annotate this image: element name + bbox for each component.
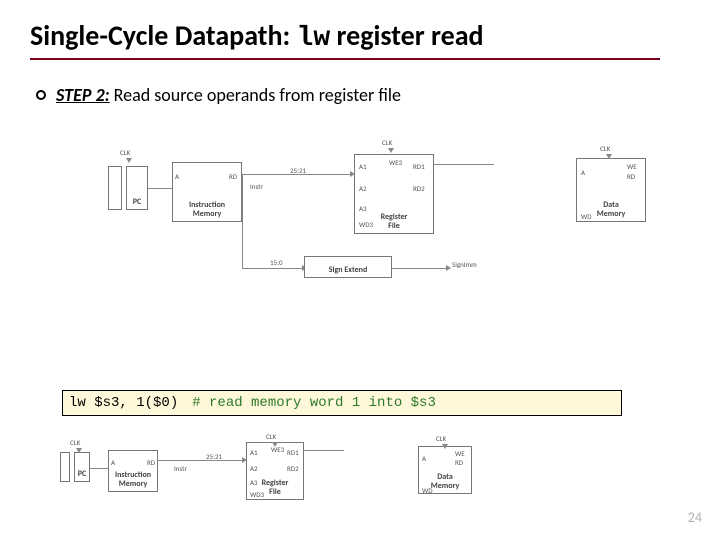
- port-label: A: [581, 169, 585, 177]
- clk-arrow-icon: [442, 444, 448, 449]
- bus-label: 25:21: [206, 452, 222, 461]
- arrow-icon: [446, 265, 451, 271]
- clk-arrow-icon: [76, 448, 82, 453]
- port-label: A1: [250, 449, 258, 457]
- wire: [242, 174, 243, 268]
- block-signext: Sign Extend: [304, 256, 392, 278]
- block-pc-ff: [60, 452, 70, 482]
- block-dmem: Data MemoryAWERDWD: [418, 446, 472, 494]
- step-label: STEP 2:: [56, 84, 110, 106]
- port-label: A3: [250, 479, 258, 487]
- port-label: WD3: [250, 491, 264, 499]
- port-label: A3: [359, 205, 367, 213]
- port-label: WD: [581, 213, 592, 221]
- instruction-codebox: lw $s3, 1($0) # read memory word 1 into …: [62, 390, 622, 416]
- wire: [148, 188, 172, 189]
- bus-label: SignImm: [452, 260, 477, 269]
- bus-label: 15:0: [270, 258, 283, 267]
- bus-label: Instr: [174, 464, 187, 473]
- port-label: WE: [455, 450, 465, 458]
- page-number: 24: [688, 509, 702, 526]
- port-label: RD2: [287, 465, 299, 473]
- port-label: A2: [359, 185, 367, 193]
- wire: [242, 268, 304, 269]
- datapath-diagram-upper: PCInstruction MemoryARDRegister FileA1WE…: [60, 130, 660, 280]
- wire: [158, 460, 244, 461]
- port-label: WE3: [389, 159, 402, 167]
- wire: [304, 450, 344, 451]
- block-pc-ff: [108, 166, 122, 210]
- title-code: lw: [297, 23, 331, 54]
- clk-arrow-icon: [388, 148, 394, 153]
- wire: [434, 164, 494, 165]
- bus-label: Instr: [250, 182, 263, 191]
- port-label: RD1: [413, 163, 425, 171]
- block-pc: PC: [74, 452, 90, 482]
- wire: [392, 268, 448, 269]
- title-post: register read: [330, 18, 483, 53]
- bullet-icon: [36, 90, 46, 100]
- step-bullet: STEP 2: Read source operands from regist…: [36, 84, 401, 106]
- clk-label: CLK: [382, 138, 392, 147]
- clk-label: CLK: [70, 438, 80, 447]
- title-underline: [30, 58, 660, 60]
- port-label: WD3: [359, 221, 373, 229]
- port-label: RD: [229, 173, 237, 181]
- instruction-code: lw $s3, 1($0): [69, 395, 178, 411]
- port-label: RD: [147, 459, 155, 467]
- clk-arrow-icon: [272, 442, 278, 447]
- clk-label: CLK: [436, 434, 446, 443]
- bus-label: 25:21: [290, 166, 306, 175]
- block-imem: Instruction MemoryARD: [172, 162, 242, 222]
- datapath-diagram-lower: PCInstruction MemoryARDRegister FileA1WE…: [50, 428, 530, 518]
- port-label: A: [175, 173, 179, 181]
- clk-label: CLK: [266, 432, 276, 441]
- port-label: A: [422, 455, 426, 463]
- wire: [90, 468, 108, 469]
- port-label: RD2: [413, 185, 425, 193]
- block-regfile: Register FileA1WE3RD1A2RD2A3WD3: [246, 442, 304, 500]
- block-regfile: Register FileA1WE3RD1A2RD2A3WD3: [354, 154, 434, 234]
- block-dmem: Data MemoryAWERDWD: [576, 158, 646, 222]
- port-label: A: [111, 459, 115, 467]
- step-text: Read source operands from register file: [110, 84, 401, 106]
- clk-arrow-icon: [126, 158, 132, 163]
- port-label: WE3: [271, 446, 284, 454]
- block-imem: Instruction MemoryARD: [108, 450, 158, 492]
- port-label: A1: [359, 163, 367, 171]
- port-label: WD: [422, 487, 433, 495]
- clk-label: CLK: [600, 144, 610, 153]
- block-pc: PC: [126, 166, 148, 210]
- port-label: WE: [627, 163, 637, 171]
- title-pre: Single-Cycle Datapath:: [30, 18, 297, 53]
- port-label: RD: [455, 459, 463, 467]
- clk-label: CLK: [120, 148, 130, 157]
- port-label: A2: [250, 465, 258, 473]
- page-title: Single-Cycle Datapath: lw register read: [30, 18, 484, 54]
- port-label: RD: [627, 173, 635, 181]
- clk-arrow-icon: [606, 154, 612, 159]
- instruction-comment: # read memory word 1 into $s3: [192, 395, 436, 411]
- port-label: RD1: [287, 449, 299, 457]
